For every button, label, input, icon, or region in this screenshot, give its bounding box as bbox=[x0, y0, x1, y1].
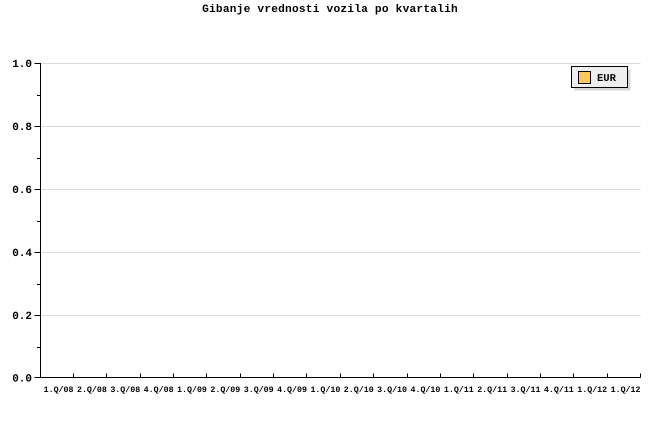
svg-text:EUR: EUR bbox=[597, 73, 617, 85]
svg-text:2.Q/08: 2.Q/08 bbox=[77, 385, 107, 395]
svg-text:1.Q/08: 1.Q/08 bbox=[44, 385, 74, 395]
svg-text:0.4: 0.4 bbox=[12, 248, 32, 260]
svg-text:1.Q/10: 1.Q/10 bbox=[310, 385, 340, 395]
svg-text:4.Q/08: 4.Q/08 bbox=[144, 385, 174, 395]
svg-text:4.Q/11: 4.Q/11 bbox=[544, 385, 574, 395]
svg-text:4.Q/10: 4.Q/10 bbox=[411, 385, 441, 395]
svg-text:3.Q/10: 3.Q/10 bbox=[377, 385, 407, 395]
svg-text:3.Q/11: 3.Q/11 bbox=[511, 385, 541, 395]
svg-text:1.Q/12: 1.Q/12 bbox=[611, 385, 641, 395]
svg-text:4.Q/09: 4.Q/09 bbox=[277, 385, 307, 395]
svg-text:1.0: 1.0 bbox=[12, 59, 32, 71]
svg-text:3.Q/09: 3.Q/09 bbox=[244, 385, 274, 395]
svg-text:3.Q/08: 3.Q/08 bbox=[110, 385, 140, 395]
svg-text:0.8: 0.8 bbox=[12, 122, 32, 134]
svg-text:2.Q/10: 2.Q/10 bbox=[344, 385, 374, 395]
svg-text:0.2: 0.2 bbox=[12, 311, 32, 323]
svg-text:0.6: 0.6 bbox=[12, 185, 32, 197]
svg-text:2.Q/11: 2.Q/11 bbox=[477, 385, 507, 395]
svg-text:1.Q/09: 1.Q/09 bbox=[177, 385, 207, 395]
svg-text:1.Q/12: 1.Q/12 bbox=[577, 385, 607, 395]
svg-text:1.Q/11: 1.Q/11 bbox=[444, 385, 474, 395]
svg-text:2.Q/09: 2.Q/09 bbox=[210, 385, 240, 395]
svg-text:0.0: 0.0 bbox=[12, 374, 32, 386]
